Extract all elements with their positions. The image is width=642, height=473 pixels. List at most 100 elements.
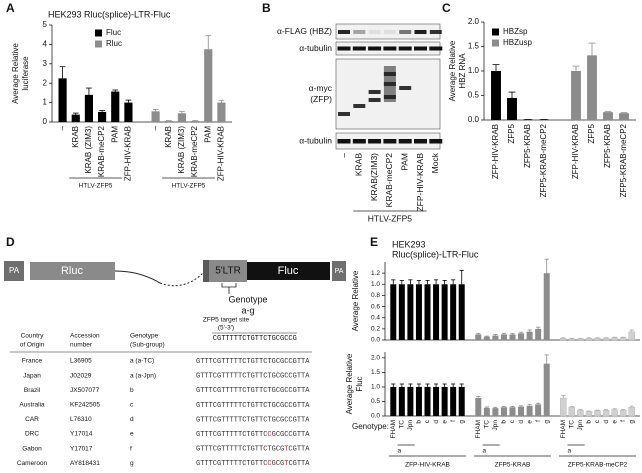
sequence-part: GCG: [272, 460, 285, 468]
y-tick-label: 0.4: [371, 314, 380, 321]
antibody-label: α-FLAG (HBZ): [277, 26, 332, 36]
genotype: g: [130, 460, 134, 467]
x-tick-label: KRAB-meCP2: [190, 125, 199, 177]
x-tick-label: ZFP5-KRAB-meCP2: [539, 123, 548, 197]
accession: L76310: [70, 416, 92, 423]
band: [368, 98, 381, 102]
bar: [628, 331, 635, 341]
y-axis-label: HBZ RNA: [458, 53, 467, 89]
sequence-part: T: [284, 445, 288, 453]
bar: [433, 386, 440, 416]
band: [352, 46, 366, 51]
bar: [433, 284, 440, 340]
bar: [568, 407, 576, 417]
band: [337, 139, 351, 144]
bar: [492, 335, 499, 340]
antibody-label: (ZFP): [310, 94, 332, 104]
legend-label: HBZusp: [503, 38, 532, 47]
y-tick-label: 1.2: [371, 270, 380, 277]
bar: [543, 273, 550, 340]
bar: [500, 407, 507, 416]
bar: [483, 407, 490, 416]
band: [399, 86, 412, 90]
sequence: GTTTCGTTTTTCTGTTCCGCGTCGTTA: [196, 460, 310, 468]
group-label: ZFP-HIV-KRAB: [405, 462, 450, 469]
band: [383, 139, 397, 144]
x-tick-label: b: [501, 420, 508, 424]
band: [338, 112, 350, 116]
fluc-label: Fluc: [278, 265, 299, 277]
x-tick-label: ZFP5-KRAB: [603, 124, 612, 168]
table-header: Genotype: [130, 333, 159, 340]
bar: [415, 386, 422, 416]
genotype: a (a-Jpn): [130, 372, 156, 379]
ltr-label: 5'LTR: [215, 266, 241, 277]
genotype: d: [130, 416, 134, 423]
x-tick-label: TC: [399, 420, 406, 429]
lane-label: KRAB-meCP2: [384, 153, 394, 208]
bar: [424, 284, 431, 340]
sequence: GTTTCGTTTTTCTGTTCCGCGCCGTTA: [196, 431, 310, 439]
legend-label: Fluc: [106, 28, 121, 37]
bar: [577, 338, 584, 341]
subgroup-label: a: [568, 448, 572, 455]
bar: [587, 55, 597, 120]
bar: [424, 386, 431, 416]
bar: [98, 111, 107, 122]
bar: [619, 337, 627, 341]
legend-label: HBZsp: [503, 27, 528, 36]
bar: [390, 386, 397, 416]
table-header: of Origin: [20, 342, 45, 349]
bar: [602, 409, 610, 417]
accession: L36905: [70, 358, 92, 365]
sequence-part: GTTTCGTTTTTCTGTTCTGCG: [196, 445, 284, 453]
bar: [585, 338, 593, 341]
table-header: number: [70, 342, 93, 349]
band: [338, 30, 350, 34]
bar: [407, 386, 414, 416]
genotype-label: a-g: [241, 305, 254, 315]
bar: [602, 338, 610, 341]
x-tick-label: ZFP-HIV-KRAB: [124, 126, 133, 181]
bar: [526, 331, 533, 340]
x-tick-label: PAM: [203, 126, 212, 143]
bar: [568, 338, 576, 341]
accession: Y17014: [70, 431, 93, 438]
x-tick-label: g: [543, 420, 550, 424]
x-tick-label: ZFP5: [507, 123, 516, 143]
bar: [398, 386, 405, 416]
x-tick-label: e: [526, 420, 533, 424]
x-tick-label: c: [594, 419, 601, 423]
x-tick-label: FHAM: [560, 420, 567, 438]
bar: [483, 336, 490, 340]
x-tick-label: ZFP-HIV-KRAB: [217, 126, 226, 181]
bar: [492, 408, 499, 416]
y-tick-label: 1.0: [468, 66, 480, 75]
y-axis-label: Average Relative: [345, 353, 354, 414]
y-tick-label: 1.5: [371, 369, 380, 376]
band: [414, 139, 427, 144]
band: [352, 139, 366, 144]
x-tick-label: f: [535, 420, 542, 422]
lane-label: ZFP-HIV-KRAB: [415, 153, 425, 212]
y-axis-label: luciferase: [21, 56, 30, 91]
y-tick-label: 0.6: [371, 303, 380, 310]
x-tick-label: FHAM: [475, 420, 482, 438]
bar: [111, 91, 120, 122]
band: [429, 139, 443, 144]
panel-label: B: [262, 1, 271, 15]
legend-swatch: [95, 29, 102, 37]
x-tick-label: KRAB: [164, 126, 173, 148]
y-tick-label: 1.5: [468, 42, 480, 51]
bar: [585, 411, 593, 417]
sequence: GTTTCGTTTTTCTGTTCTGCGCCGTTA: [196, 387, 310, 395]
bar: [191, 121, 200, 122]
lane-label: KRAB: [354, 153, 364, 176]
bar: [507, 97, 517, 120]
genotype-bracket: [221, 283, 237, 294]
bar: [594, 338, 601, 341]
bar: [441, 284, 448, 340]
sequence: GTTTCGTTTTTCTGTTCTGCGCCGTTA: [196, 402, 310, 410]
bar: [450, 284, 457, 340]
